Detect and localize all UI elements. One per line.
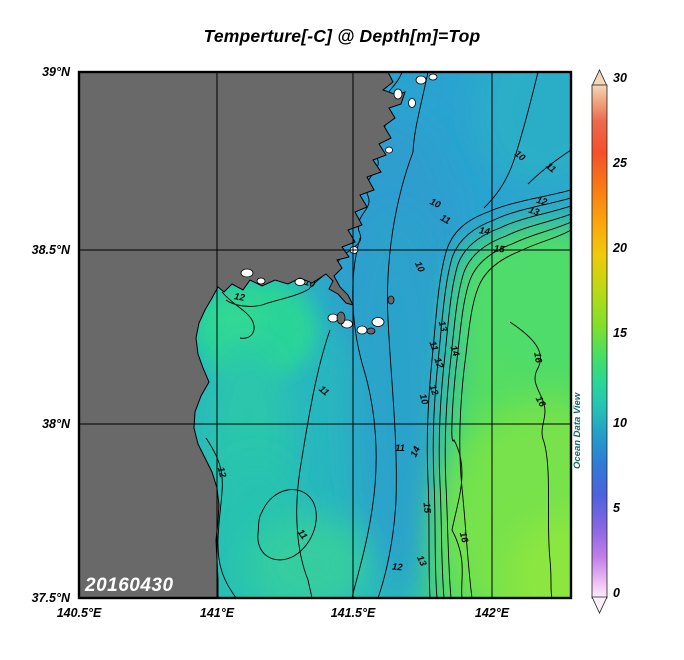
contour-label: 15 [421, 502, 433, 514]
contour-label: 12 [233, 291, 246, 304]
date-stamp: 20160430 [85, 575, 174, 596]
colorbar-tick-label: 10 [613, 416, 627, 430]
contour-label: 16 [457, 531, 471, 545]
x-tick-label: 141.5°E [330, 606, 376, 620]
contour-label: 11 [438, 213, 452, 227]
contour-label: 16 [531, 351, 544, 364]
contour-label: 10 [428, 197, 443, 212]
contour-label: 13 [436, 320, 450, 334]
contour-label: 11 [395, 443, 405, 454]
colorbar-top-arrow [591, 69, 608, 87]
y-tick-label: 39°N [42, 65, 70, 79]
contour-label: 12 [426, 383, 440, 397]
contour-label: 12 [391, 562, 403, 574]
y-tick-label: 38.5°N [31, 243, 70, 257]
contour-label: 13 [414, 554, 429, 569]
x-tick-label: 140.5°E [56, 606, 102, 620]
contour-label: 13 [527, 205, 541, 219]
y-tick-label: 38°N [42, 417, 70, 431]
x-tick-label: 141°E [199, 606, 235, 620]
contour-label: 12 [215, 466, 229, 480]
colorbar-tick-label: 5 [613, 501, 620, 515]
contour-label: 11 [426, 340, 440, 353]
contour-label: 12 [535, 195, 549, 209]
land-mass [79, 72, 438, 598]
page-title: Temperture[-C] @ Depth[m]=Top [203, 26, 481, 46]
contour-label: 14 [478, 225, 491, 238]
colorbar [591, 69, 608, 614]
contour-label: 14 [409, 444, 424, 459]
colorbar-tick-label: 30 [613, 71, 627, 85]
x-tick-label: 142°E [474, 606, 510, 620]
colorbar-bottom-arrow [591, 596, 608, 614]
contour-label: 10 [417, 393, 431, 407]
colorbar-tick-label: 15 [613, 326, 627, 340]
y-tick-label: 37.5°N [31, 591, 70, 605]
colorbar-gradient-bar [591, 84, 608, 599]
colorbar-tick-label: 0 [613, 586, 620, 600]
contour-label: 12 [431, 356, 445, 370]
map-border [77, 70, 573, 600]
colorbar-tick-label: 25 [613, 156, 627, 170]
contour-label: 10 [412, 260, 427, 275]
odv-watermark: Ocean Data View [572, 392, 583, 469]
graticule-grid [79, 72, 571, 598]
contour-label: 14 [447, 344, 461, 358]
colorbar-tick-label: 20 [613, 241, 627, 255]
island-patches [240, 73, 438, 335]
